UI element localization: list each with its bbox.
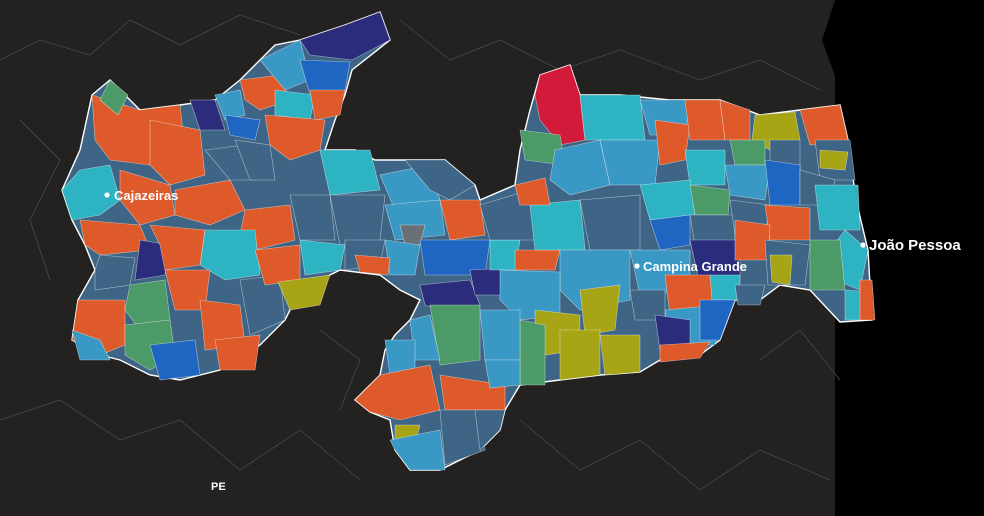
municipalities xyxy=(61,11,876,471)
city-campina-grande: Campina Grande xyxy=(634,259,747,274)
city-cajazeiras: Cajazeiras xyxy=(104,188,178,203)
city-marker xyxy=(860,242,866,248)
neighbor-borders xyxy=(0,14,841,491)
city-marker xyxy=(104,192,110,198)
coastline xyxy=(822,0,984,516)
city-marker xyxy=(634,263,640,269)
city-label-campina-grande: Campina Grande xyxy=(643,259,747,274)
city-joao-pessoa: João Pessoa xyxy=(860,237,961,254)
neighbor-state-label: PE xyxy=(211,481,226,493)
city-label-joao-pessoa: João Pessoa xyxy=(869,237,961,254)
city-label-cajazeiras: Cajazeiras xyxy=(114,188,178,203)
